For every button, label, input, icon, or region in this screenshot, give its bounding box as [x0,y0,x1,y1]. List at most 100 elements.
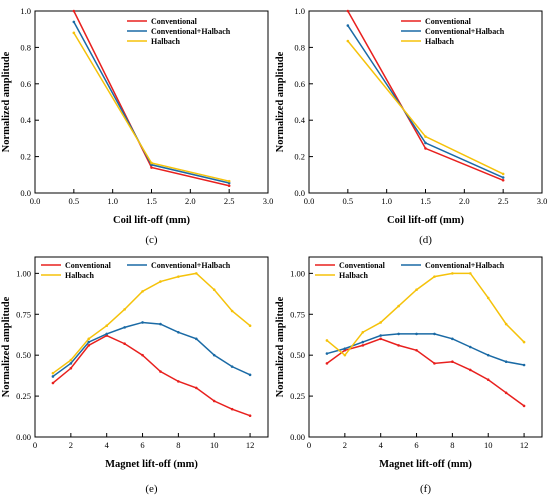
y-tick-label: 0.2 [20,152,31,162]
data-point [69,358,73,362]
data-point [69,366,73,370]
data-point [501,178,505,182]
y-tick-label: 0.0 [294,188,305,198]
data-point [230,365,234,368]
data-point [343,353,347,357]
x-tick-label: 0 [307,440,311,450]
x-tick-label: 12 [520,440,529,450]
data-point [486,378,490,382]
plot-frame [308,256,543,438]
y-tick-label: 1.00 [290,268,305,278]
data-point [504,391,508,395]
data-point [469,368,472,372]
data-point [105,332,108,336]
data-point [424,141,427,145]
x-tick-label: 1.0 [107,196,118,206]
data-point [159,322,162,326]
legend-label: Halbach [339,271,368,280]
data-point [72,20,76,24]
data-point [486,296,490,300]
x-axis-label: Coil lift-off (mm) [113,215,190,226]
data-point [123,326,126,329]
panel-caption: (f) [420,483,431,495]
y-tick-label: 0.25 [16,391,31,401]
y-tick-label: 0.00 [16,432,31,442]
data-point [397,332,400,336]
y-tick-label: 0.4 [20,115,31,125]
y-tick-label: 0.50 [16,350,31,360]
legend-label: Halbach [151,37,180,46]
x-tick-label: 2 [343,440,347,450]
y-axis-label: Normalized amplitude [275,296,286,397]
data-point [433,362,436,365]
data-point [424,135,427,138]
data-point [361,330,365,334]
series-line-2 [326,272,525,357]
data-point [433,332,436,336]
data-point [504,360,508,364]
y-tick-label: 0.50 [290,350,305,360]
data-point [72,31,76,35]
data-point [424,147,427,150]
legend-label: Conventional+Halbach [425,261,505,270]
legend-label: Conventional [425,17,472,26]
data-point [212,353,216,357]
y-tick-label: 0.25 [290,391,305,401]
panel-caption: (c) [145,234,158,246]
data-point [361,344,365,347]
x-tick-label: 2 [69,440,73,450]
data-point [227,184,231,188]
data-point [227,179,231,183]
data-point [433,275,436,278]
series-line-2 [52,272,251,374]
data-point [105,324,108,328]
x-tick-label: 6 [140,440,144,450]
data-point [248,373,252,377]
data-point [346,24,350,27]
data-point [177,330,180,334]
data-point [212,399,216,403]
x-tick-label: 4 [105,440,110,450]
data-point [325,352,329,355]
data-point [141,321,144,324]
data-point [141,290,144,293]
x-tick-label: 1.0 [381,196,392,206]
x-tick-label: 3.0 [263,196,274,206]
series-line-0 [52,334,251,417]
y-tick-label: 1.0 [294,6,305,16]
data-point [469,345,472,349]
y-tick-label: 0.8 [294,42,305,52]
data-point [123,342,126,346]
data-point [87,337,91,341]
legend-label: Halbach [65,271,94,280]
data-point [159,280,162,283]
data-point [123,308,126,311]
legend-label: Conventional [151,17,198,26]
data-point [141,353,144,357]
legend-label: Conventional+Halbach [151,27,231,36]
data-point [212,288,216,292]
data-point [415,348,418,352]
data-point [501,172,505,176]
data-point [150,166,153,169]
series-line-2 [73,32,230,182]
x-tick-label: 0.5 [343,196,354,206]
data-point [325,362,329,365]
data-point [415,288,418,292]
data-point [51,381,55,385]
x-axis-label: Magnet lift-off (mm) [379,459,472,470]
data-point [248,414,252,418]
data-point [177,275,180,278]
data-point [230,309,234,313]
data-point [361,340,365,344]
series-line-1 [52,321,251,378]
data-point [72,9,76,13]
data-point [486,353,490,357]
y-tick-label: 1.0 [20,6,31,16]
panel-caption: (d) [419,234,432,246]
x-tick-label: 10 [484,440,493,450]
x-tick-label: 0 [33,440,37,450]
